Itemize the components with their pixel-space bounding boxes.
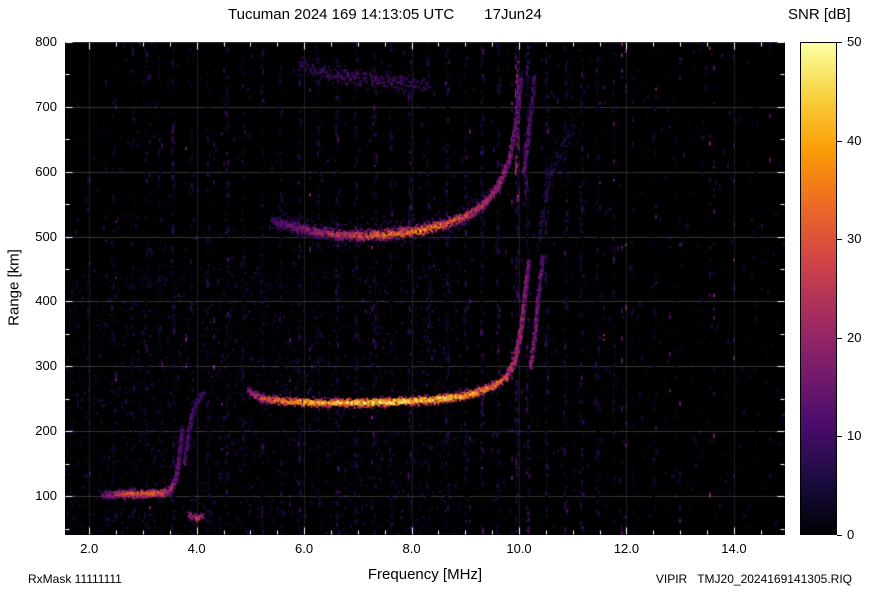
plot-area	[65, 42, 785, 535]
y-tick-label: 300	[35, 358, 57, 374]
colorbar-tick-mark	[837, 436, 842, 437]
x-tick-label: 12.0	[613, 541, 640, 556]
x-tick-label: 6.0	[295, 541, 314, 556]
plot-date: 17Jun24	[484, 6, 542, 23]
colorbar-title: SNR [dB]	[788, 6, 851, 23]
colorbar-tick-mark	[837, 535, 842, 536]
rxmask-label: RxMask 11111111	[28, 572, 122, 586]
y-tick-label: 500	[35, 228, 57, 244]
filename-label: TMJ20_2024169141305.RIQ	[697, 572, 852, 586]
y-tick-label: 600	[35, 163, 57, 179]
colorbar-tick-label: 40	[847, 132, 862, 148]
y-tick-label: 200	[35, 423, 57, 439]
title-row: Tucuman 2024 169 14:13:05 UTC 17Jun24	[228, 6, 542, 23]
x-tick-label: 2.0	[80, 541, 99, 556]
ionogram-canvas	[65, 42, 785, 535]
x-tick-label: 10.0	[506, 541, 532, 556]
colorbar-tick-mark	[837, 42, 842, 43]
x-tick-label: 4.0	[187, 541, 206, 556]
file-info: VIPIR TMJ20_2024169141305.RIQ	[656, 572, 852, 586]
colorbar-tick-label: 20	[847, 329, 862, 345]
colorbar-tick-mark	[837, 239, 842, 240]
colorbar-tick-label: 30	[847, 231, 862, 247]
y-axis-label: Range [km]	[5, 249, 23, 326]
y-tick-label: 100	[35, 488, 57, 504]
y-tick-label: 400	[35, 293, 57, 309]
colorbar-tick-label: 50	[847, 34, 862, 49]
colorbar-tick-mark	[837, 141, 842, 142]
colorbar-tick-label: 0	[847, 527, 855, 542]
y-tick-label: 700	[35, 98, 57, 114]
colorbar-tick-mark	[837, 338, 842, 339]
instrument-label: VIPIR	[655, 572, 688, 586]
colorbar-gradient	[801, 43, 836, 534]
x-tick-label: 14.0	[721, 541, 747, 556]
x-axis-label: Frequency [MHz]	[367, 566, 483, 583]
y-tick-label: 800	[35, 34, 57, 49]
colorbar-tick-label: 10	[847, 428, 862, 444]
colorbar	[800, 42, 837, 535]
plot-title: Tucuman 2024 169 14:13:05 UTC	[228, 6, 455, 23]
x-tick-label: 8.0	[402, 541, 421, 556]
